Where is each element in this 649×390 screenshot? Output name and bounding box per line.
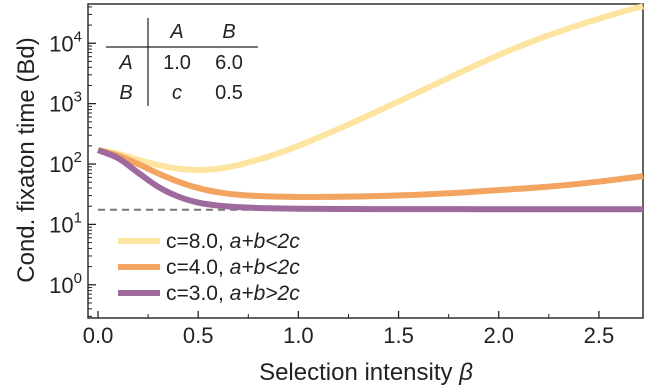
legend-label-series-3: c=3.0, a+b>2c [166,282,300,305]
y-tick-label-0: 100 [49,270,82,298]
payoff-cell-aa: 1.0 [163,52,191,74]
payoff-row-header-a: A [118,52,132,74]
x-axis-title: Selection intensity β [259,359,473,386]
x-tick-label-4: 2.0 [483,323,514,348]
y-tick-label-1: 101 [49,209,82,237]
y-axis-title: Cond. fixaton time (Bd) [13,37,40,282]
x-tick-label-1: 0.5 [183,323,214,348]
payoff-cell-bb: 0.5 [215,82,243,104]
series-line-2 [97,147,644,200]
x-tick-label-0: 0.0 [83,323,114,348]
x-tick-label-5: 2.5 [584,323,615,348]
series-line-1 [97,3,644,173]
payoff-table: A B A 1.0 6.0 B c 0.5 [106,18,258,106]
y-tick-label-2: 102 [49,149,82,177]
payoff-col-header-b: B [222,21,235,43]
x-tick-label-3: 1.5 [383,323,414,348]
legend-label-series-2: c=4.0, a+b<2c [166,256,300,279]
series-layer [96,3,644,213]
legend-label-series-1: c=8.0, a+b<2c [166,230,300,253]
payoff-cell-ab: 6.0 [215,52,243,74]
payoff-row-header-b: B [119,82,132,104]
plot-frame [87,3,644,319]
payoff-col-header-a: A [169,21,183,43]
y-tick-label-3: 103 [49,89,82,117]
series-line-3 [96,147,643,213]
y-axis: 100 101 102 103 104 [49,6,96,317]
payoff-cell-ba: c [172,82,182,104]
x-axis: 0.0 0.5 1.0 1.5 2.0 2.5 [83,311,614,348]
x-tick-label-2: 1.0 [283,323,314,348]
legend: c=8.0, a+b<2c c=4.0, a+b<2c c=3.0, a+b>2… [118,230,300,305]
y-tick-label-4: 104 [49,28,82,56]
